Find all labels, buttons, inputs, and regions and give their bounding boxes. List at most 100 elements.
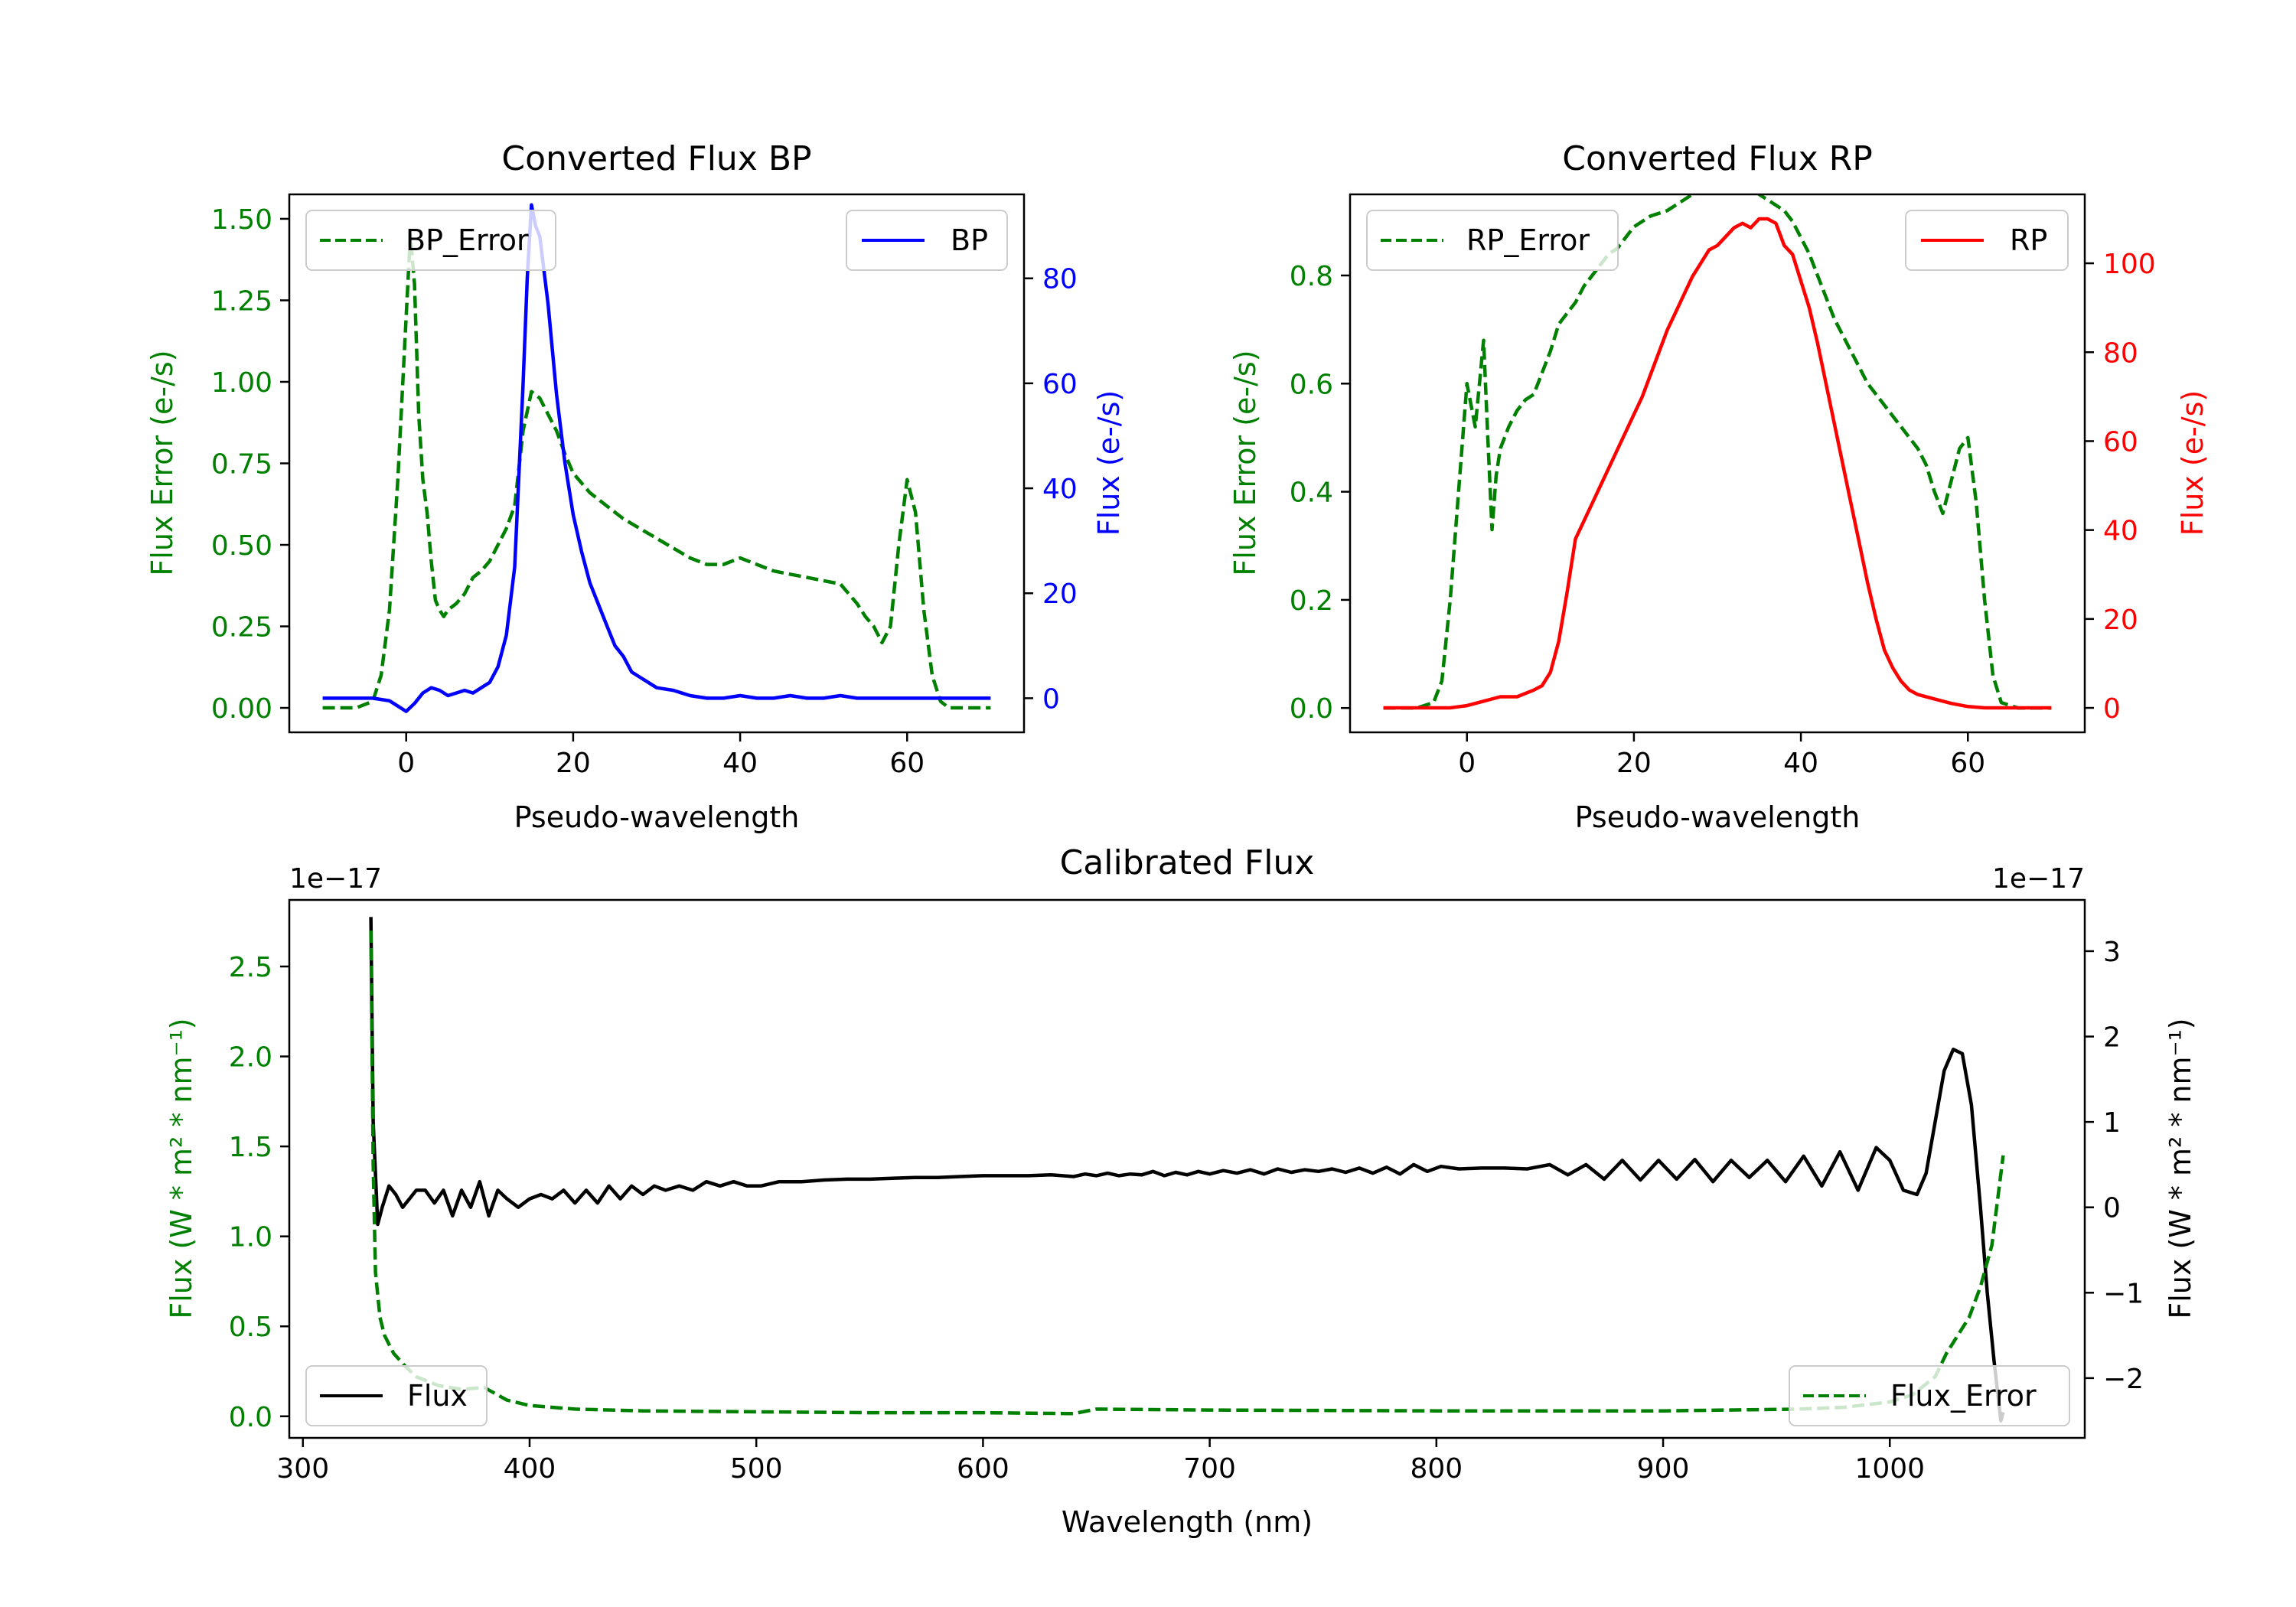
cal-left-tick-label: 2.0 [229,1042,272,1074]
rp-xtick-label: 0 [1458,748,1476,779]
rp-right-tick-label: 80 [2103,337,2138,369]
bp-title: Converted Flux BP [501,139,811,178]
bp-ylabel-left: Flux Error (e-/s) [145,350,179,575]
rp-plot-area [1383,194,2052,710]
cal-offset-left: 1e−17 [289,863,382,895]
bp-left-tick-label: 0.75 [211,449,272,481]
bp-plot-area [322,203,991,713]
rp-legend-right: RP [1905,210,2069,271]
rp-legend-left: RP_Error [1366,210,1619,271]
cal-right-tick-label: 3 [2103,937,2121,968]
rp-xtick-label: 40 [1783,748,1818,779]
bp-legend-left-box [305,210,556,271]
rp-right-tick-label: 0 [2103,693,2121,725]
bp-ylabel-right: Flux (e-/s) [1092,390,1126,536]
cal-xtick-label: 500 [730,1453,783,1485]
rp-right-tick-label: 20 [2103,605,2138,636]
rp-ylabel-left: Flux Error (e-/s) [1228,350,1262,575]
rp-right-tick-label: 60 [2103,426,2138,458]
rp-ylabel-right: Flux (e-/s) [2176,390,2210,536]
bp-left-ticks: 0.00 0.25 0.50 0.75 1.00 1.25 1.50 [211,204,289,725]
cal-legend-right-label: Flux_Error [1890,1379,2037,1413]
bp-right-ticks: 0 20 40 60 80 [1024,264,1078,715]
bp-legend-left: BP_Error [305,210,556,271]
bp-xlabel: Pseudo-wavelength [514,800,800,834]
panel-rp: Converted Flux RP 0 20 40 60 0.00.20.40.60.… [1228,139,2210,834]
bp-xtick-label: 40 [722,748,758,779]
rp-x-ticks: 0 20 40 60 [1458,732,1985,779]
bp-right-tick-label: 60 [1042,369,1078,400]
cal-ylabel-right: Flux (W * m² * nm⁻¹) [2164,1018,2197,1319]
panel-bp: Converted Flux BP 0 20 40 60 0.000.250.500.… [145,139,1126,834]
rp-left-tick-label: 0.6 [1290,369,1333,400]
rp-right-tick-label: 40 [2103,516,2138,547]
bp-legend-left-label: BP_Error [406,223,529,257]
rp-left-tick-label: 0.2 [1290,585,1333,617]
cal-left-tick-label: 0.0 [229,1402,272,1433]
cal-left-tick-label: 1.0 [229,1222,272,1253]
cal-left-ticks: 0.0 0.5 1.0 1.5 2.0 2.5 [229,952,289,1433]
panel-calibrated: Calibrated Flux 1e−17 1e−17 300 400 500 600… [165,843,2197,1539]
rp-legend-left-label: RP_Error [1466,223,1590,257]
bp-left-tick-label: 1.00 [211,367,272,399]
rp-left-tick-label: 0.0 [1290,693,1333,725]
cal-frame [288,898,2086,1439]
rp-left-tick-label: 0.8 [1290,261,1333,292]
rp-legend-right-label: RP [2010,223,2047,257]
bp-xtick-label: 0 [397,748,415,779]
cal-offset-right: 1e−17 [1992,863,2085,895]
cal-left-tick-label: 2.5 [229,952,272,983]
cal-series-flux [369,917,2005,1423]
rp-right-tick-label: 100 [2103,249,2156,280]
cal-series-flux-error [369,930,2005,1416]
bp-right-tick-label: 80 [1042,264,1078,295]
cal-right-ticks: −2 −1 0 1 2 3 [2085,937,2144,1395]
rp-xlabel: Pseudo-wavelength [1575,800,1861,834]
bp-right-tick-label: 20 [1042,579,1078,610]
bp-x-ticks: 0 20 40 60 [397,732,925,779]
cal-xtick-label: 600 [957,1453,1009,1485]
bp-left-tick-label: 1.25 [211,285,272,317]
cal-xtick-label: 400 [504,1453,556,1485]
cal-right-tick-label: −2 [2103,1364,2144,1395]
cal-ylabel-left: Flux (W * m² * nm⁻¹) [165,1018,198,1319]
cal-legend-left-box [305,1365,488,1426]
bp-left-tick-label: 1.50 [211,204,272,236]
rp-series-rp [1383,217,2052,710]
cal-legend-left-label: Flux [407,1379,468,1413]
bp-legend-right: BP [846,210,1008,271]
cal-right-tick-label: 0 [2103,1193,2121,1224]
bp-series-bp-error [322,233,991,710]
cal-xtick-label: 800 [1410,1453,1463,1485]
rp-xtick-label: 20 [1616,748,1652,779]
rp-right-ticks: 0 20 40 60 80 100 [2085,249,2156,725]
cal-legend-left: Flux [305,1365,488,1426]
bp-xtick-label: 60 [889,748,925,779]
cal-title: Calibrated Flux [1060,843,1315,882]
cal-left-tick-label: 1.5 [229,1132,272,1163]
cal-xtick-label: 700 [1183,1453,1236,1485]
rp-left-tick-label: 0.4 [1290,478,1333,509]
cal-right-tick-label: −1 [2103,1278,2144,1309]
cal-legend-right: Flux_Error [1789,1365,2070,1426]
cal-xtick-label: 900 [1637,1453,1690,1485]
bp-legend-right-label: BP [951,223,988,257]
bp-series-bp [322,203,991,713]
bp-right-tick-label: 0 [1042,683,1060,715]
cal-right-tick-label: 1 [2103,1107,2121,1139]
rp-left-ticks: 0.0 0.2 0.4 0.6 0.8 [1290,261,1350,725]
rp-series-rp-error [1383,194,2052,710]
bp-left-tick-label: 0.25 [211,612,272,644]
rp-title: Converted Flux RP [1562,139,1873,178]
bp-left-tick-label: 0.00 [211,693,272,725]
cal-right-tick-label: 2 [2103,1022,2121,1054]
cal-legend-right-box [1789,1365,2070,1426]
rp-frame [1349,193,2086,734]
rp-legend-right-box [1905,210,2069,271]
bp-left-tick-label: 0.50 [211,530,272,562]
rp-xtick-label: 60 [1950,748,1985,779]
rp-legend-left-box [1366,210,1619,271]
cal-x-ticks: 300 400 500 600 700 800 900 1000 [276,1438,1925,1485]
cal-xlabel: Wavelength (nm) [1062,1505,1313,1539]
